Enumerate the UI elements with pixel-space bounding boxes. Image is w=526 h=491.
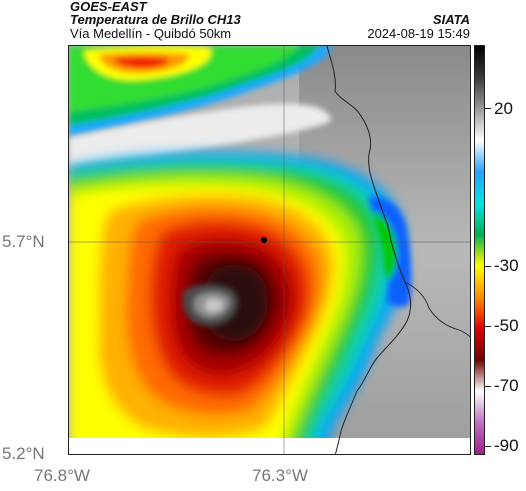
- cb-tick-m50: [485, 326, 491, 327]
- agency-label: SIATA: [432, 12, 470, 27]
- cb-tick-m30: [485, 266, 491, 267]
- location-marker: [261, 237, 267, 243]
- datetime-label: 2024-08-19 15:49: [367, 26, 470, 41]
- cb-label-m90: -90: [494, 436, 519, 455]
- region-subtitle: Vía Medellín - Quibdó 50km: [70, 26, 232, 41]
- y-tick-5.7N: 5.7°N: [2, 232, 45, 251]
- cb-tick-m90: [485, 446, 491, 447]
- cb-label-m30: -30: [494, 256, 519, 275]
- satellite-title: GOES-EAST: [70, 0, 147, 14]
- eastern-fringe: [369, 196, 412, 307]
- cb-tick-20: [485, 108, 491, 109]
- boundary-line: [326, 46, 412, 454]
- x-tick-76.3W: 76.3°W: [252, 466, 308, 485]
- overshooting-top: [182, 284, 238, 326]
- bottom-strip: [69, 438, 470, 454]
- north-cloud-band: [69, 46, 334, 136]
- clear-white-band: [69, 103, 331, 166]
- x-tick-76.8W: 76.8°W: [34, 466, 90, 485]
- product-title: Temperatura de Brillo CH13: [70, 12, 241, 27]
- cb-label-m70: -70: [494, 376, 519, 395]
- y-tick-5.2N: 5.2°N: [2, 444, 45, 463]
- cb-tick-m70: [485, 386, 491, 387]
- brightness-temperature-map: [68, 45, 471, 455]
- secondary-boundary: [404, 281, 470, 338]
- cb-label-m50: -50: [494, 316, 519, 335]
- cb-label-20: 20: [494, 99, 513, 118]
- temperature-colorbar: [474, 45, 485, 455]
